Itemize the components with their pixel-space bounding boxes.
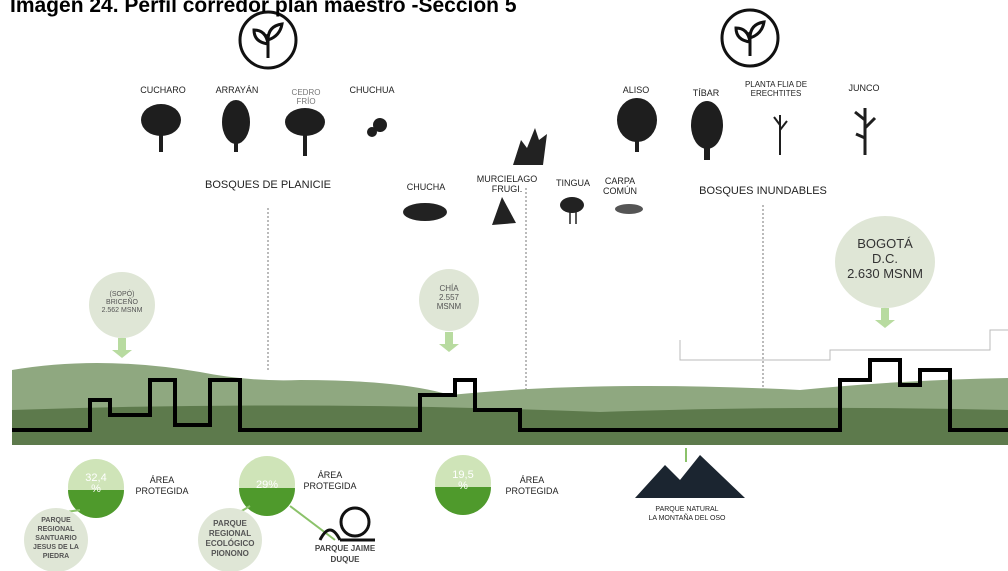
flora-label: ARRAYÁN xyxy=(216,85,259,95)
protected-label: ÁREA xyxy=(150,475,175,485)
skyline-outline xyxy=(680,330,1008,360)
diagram: Imagen 24. Perfil corredor plan maestro … xyxy=(0,0,1008,571)
park-label: DUQUE xyxy=(331,555,361,564)
town-label: BRICEÑO xyxy=(106,297,138,306)
park-label: PARQUE xyxy=(213,519,247,528)
park-label: PIONONO xyxy=(211,549,249,558)
park-label: PARQUE xyxy=(41,517,71,524)
town-label: D.C. xyxy=(872,251,898,266)
flora-label: PLANTA FLIA DE xyxy=(745,80,807,89)
percent-label: % xyxy=(458,480,468,492)
town-label: CHÍA xyxy=(439,284,459,293)
protected-label: PROTEGIDA xyxy=(135,486,188,496)
park-label: LA MONTAÑA DEL OSO xyxy=(648,513,726,522)
park-label: PIEDRA xyxy=(43,553,69,560)
flora-label: ALISO xyxy=(623,85,650,95)
town-label: 2.562 MSNM xyxy=(102,307,143,314)
town-label: MSNM xyxy=(437,302,462,311)
town-label: (SOPÓ) xyxy=(110,289,135,298)
flora-label: CUCHARO xyxy=(140,85,186,95)
title: Imagen 24. Perfil corredor plan maestro … xyxy=(10,0,517,17)
arrow xyxy=(112,308,895,358)
park-label: REGIONAL xyxy=(209,529,251,538)
flora-label: TÍBAR xyxy=(693,88,720,98)
flora-icons xyxy=(141,98,875,160)
percent-label: % xyxy=(91,483,101,495)
fauna-label: COMÚN xyxy=(603,186,637,196)
protected-label: PROTEGIDA xyxy=(505,486,558,496)
flora-label: CHUCHUA xyxy=(350,85,395,95)
fauna-label: TINGUA xyxy=(556,178,590,188)
town-label: BOGOTÁ xyxy=(857,236,913,251)
flora-label: CEDRO xyxy=(292,88,321,97)
park-label: PARQUE JAIME xyxy=(315,544,376,553)
protected-label: ÁREA xyxy=(318,470,343,480)
town-bubble xyxy=(89,216,935,338)
park-label: PARQUE NATURAL xyxy=(655,506,718,513)
park-label: SANTUARIO xyxy=(35,535,77,542)
protected-label: ÁREA xyxy=(520,475,545,485)
divider xyxy=(268,188,763,400)
habitat-label: BOSQUES INUNDABLES xyxy=(699,185,827,197)
flora-label: ERECHTITES xyxy=(751,89,802,98)
mountain-icon xyxy=(635,455,745,498)
flora-label: JUNCO xyxy=(849,83,880,93)
park-label: JESUS DE LA xyxy=(33,544,79,551)
town-label: 2.630 MSNM xyxy=(847,266,923,281)
town-label: 2.557 xyxy=(439,293,460,302)
fauna-label: CARPA xyxy=(605,176,635,186)
flora-label: FRÍO xyxy=(296,97,315,106)
page: Imagen 24. Perfil corredor plan maestro … xyxy=(0,0,1008,571)
park-label: REGIONAL xyxy=(38,526,76,533)
protected-label: PROTEGIDA xyxy=(303,481,356,491)
leaf-icon xyxy=(240,10,778,68)
park-label: ECOLÓGICO xyxy=(206,539,255,548)
percent-label: 29% xyxy=(256,479,278,491)
fauna-label: CHUCHA xyxy=(407,182,446,192)
fauna-label: FRUGI. xyxy=(492,184,523,194)
fauna-label: MURCIELAGO xyxy=(477,174,538,184)
habitat-label: BOSQUES DE PLANICIE xyxy=(205,179,331,191)
